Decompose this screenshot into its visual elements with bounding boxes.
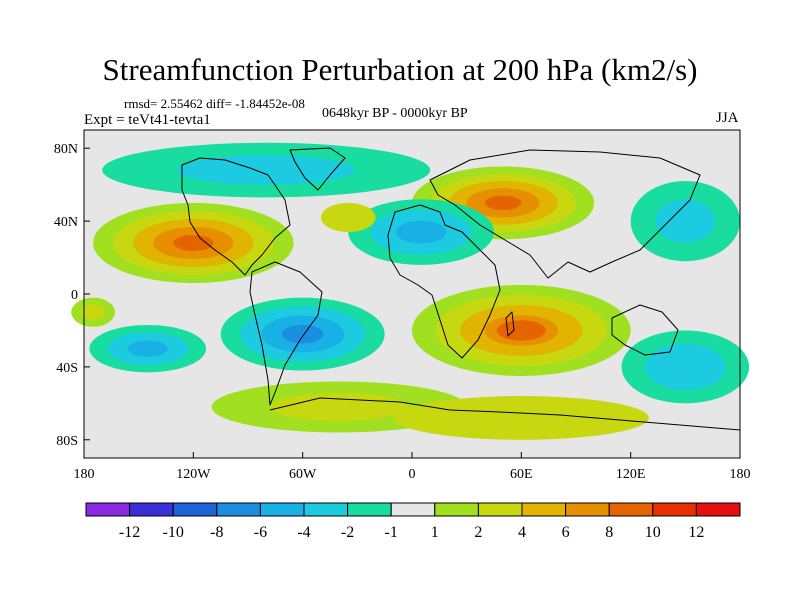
contour-field <box>71 130 750 458</box>
x-tick-label: 0 <box>409 467 416 482</box>
anomaly-4-level-2 <box>127 340 168 357</box>
colorbar-label: -10 <box>163 524 184 541</box>
colorbar-label: 2 <box>474 524 482 541</box>
colorbar-swatch <box>172 502 218 517</box>
colorbar-label: -12 <box>119 524 140 541</box>
colorbar-label: -6 <box>254 524 267 541</box>
y-tick-label: 0 <box>71 288 78 303</box>
y-tick-label: 40S <box>56 361 78 376</box>
colorbar-label: 10 <box>645 524 661 541</box>
colorbar-label: -1 <box>385 524 398 541</box>
colorbar-swatch <box>521 502 567 517</box>
x-tick-label: 60E <box>510 467 533 482</box>
y-tick-label: 80N <box>54 142 78 157</box>
season-label: JJA <box>716 110 739 126</box>
colorbar-swatch <box>652 502 697 517</box>
experiment-label: Expt = teVt41-tevta1 <box>84 112 211 128</box>
coastline-outline <box>181 147 741 431</box>
colorbar: -12 -10 -8 -6 -4 -2 -1 1 2 4 6 8 10 12 <box>85 502 741 541</box>
anomaly-7-level-1 <box>177 155 356 185</box>
x-tick-label: 180 <box>74 467 95 482</box>
colorbar-label: -2 <box>341 524 354 541</box>
anomaly-10-level-0 <box>393 396 649 440</box>
anomaly-0-level-4 <box>173 234 214 251</box>
colorbar-swatch <box>390 502 436 517</box>
axis-ticks: 180 120W 60W 0 60E 120E 180 80N 40N 0 40S 80S <box>54 142 751 482</box>
colorbar-label: 8 <box>605 524 613 541</box>
colorbar-swatch <box>565 502 610 517</box>
anomaly-3-level-3 <box>281 324 324 344</box>
coastline-greenland <box>289 147 346 191</box>
coastline-africa-europe <box>387 204 501 359</box>
colorbar-swatch <box>477 502 523 517</box>
anomaly-2-level-4 <box>496 320 546 341</box>
anomaly-6-level-2 <box>658 351 713 383</box>
coastline-eurasia <box>429 149 701 279</box>
colorbar-swatch <box>303 502 349 517</box>
colorbar-swatch <box>259 502 305 517</box>
colorbar-swatch <box>434 502 479 517</box>
colorbar-label: 12 <box>688 524 704 541</box>
coastline-north-america <box>181 157 291 276</box>
colorbar-swatch <box>129 502 174 517</box>
colorbar-label: -8 <box>210 524 223 541</box>
anomaly-11-level-1 <box>81 304 105 321</box>
anomaly-8-level-1 <box>655 199 716 243</box>
y-tick-label: 40N <box>54 215 78 230</box>
x-tick-label: 60W <box>289 467 317 482</box>
y-tick-label: 80S <box>56 434 78 449</box>
coastline-antarctica <box>269 397 741 431</box>
x-tick-label: 180 <box>730 467 751 482</box>
colorbar-label: 6 <box>562 524 570 541</box>
colorbar-label: -4 <box>297 524 310 541</box>
coastline-south-america <box>249 261 323 406</box>
colorbar-label: 4 <box>518 524 526 541</box>
colorbar-swatch <box>85 502 131 517</box>
anomaly-12-level-0 <box>320 202 376 233</box>
colorbar-swatch <box>347 502 392 517</box>
stats-label: rmsd= 2.55462 diff= -1.84452e-08 <box>124 96 305 111</box>
anomaly-9-level-1 <box>269 393 409 421</box>
colorbar-label: 1 <box>431 524 439 541</box>
colorbar-swatch <box>216 502 261 517</box>
coastline-madagascar <box>505 311 515 337</box>
chart-title: Streamfunction Perturbation at 200 hPa (… <box>102 52 698 87</box>
x-tick-label: 120E <box>616 467 646 482</box>
period-label: 0648kyr BP - 0000kyr BP <box>322 106 468 121</box>
anomaly-1-level-4 <box>484 195 522 211</box>
colorbar-swatch <box>608 502 654 517</box>
coastline-australia <box>611 304 679 356</box>
colorbar-swatch <box>695 502 741 517</box>
x-tick-label: 120W <box>176 467 211 482</box>
anomaly-5-level-2 <box>395 220 447 244</box>
